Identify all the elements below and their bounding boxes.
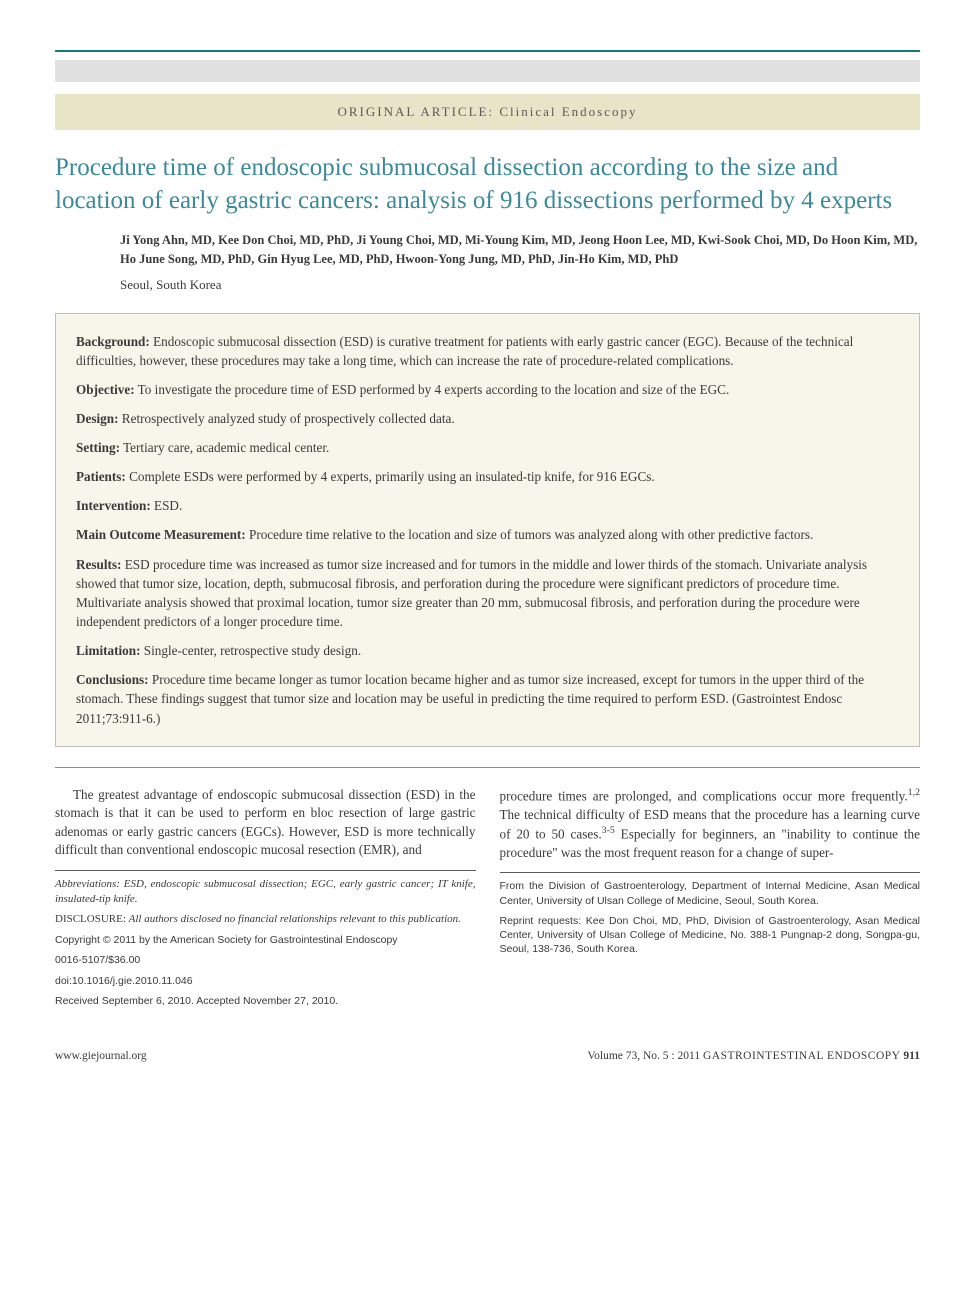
abstract-design-label: Design: xyxy=(76,411,119,426)
abstract-main-outcome-text: Procedure time relative to the location … xyxy=(246,527,814,542)
footer-journal: GASTROINTESTINAL ENDOSCOPY xyxy=(703,1050,901,1062)
footer-left: www.giejournal.org xyxy=(55,1050,147,1062)
abstract-box: Background: Endoscopic submucosal dissec… xyxy=(55,313,920,747)
abstract-results: Results: ESD procedure time was increase… xyxy=(76,555,899,632)
abstract-conclusions-text: Procedure time became longer as tumor lo… xyxy=(76,672,864,725)
abstract-setting-text: Tertiary care, academic medical center. xyxy=(120,440,329,455)
abstract-limitation-label: Limitation: xyxy=(76,643,140,658)
abstract-conclusions: Conclusions: Procedure time became longe… xyxy=(76,670,899,727)
footnote-reprint: Reprint requests: Kee Don Choi, MD, PhD,… xyxy=(500,914,921,957)
footnote-doi: doi:10.1016/j.gie.2010.11.046 xyxy=(55,974,476,988)
abstract-main-outcome: Main Outcome Measurement: Procedure time… xyxy=(76,525,899,544)
footnote-issn: 0016-5107/$36.00 xyxy=(55,953,476,967)
abstract-limitation: Limitation: Single-center, retrospective… xyxy=(76,641,899,660)
body-right-text-1: procedure times are prolonged, and compl… xyxy=(500,788,908,803)
body-left-paragraph: The greatest advantage of endoscopic sub… xyxy=(55,786,476,860)
footer-right: Volume 73, No. 5 : 2011 GASTROINTESTINAL… xyxy=(587,1050,920,1062)
article-authors: Ji Yong Ahn, MD, Kee Don Choi, MD, PhD, … xyxy=(120,231,920,269)
abstract-design: Design: Retrospectively analyzed study o… xyxy=(76,409,899,428)
citation-sup-1: 1,2 xyxy=(908,787,920,798)
abstract-patients-text: Complete ESDs were performed by 4 expert… xyxy=(126,469,655,484)
footnote-affiliation: From the Division of Gastroenterology, D… xyxy=(500,879,921,907)
footer-issue: Volume 73, No. 5 : 2011 xyxy=(587,1050,703,1062)
footnote-disclosure-text: All authors disclosed no financial relat… xyxy=(129,913,461,925)
abstract-design-text: Retrospectively analyzed study of prospe… xyxy=(119,411,455,426)
abstract-conclusions-label: Conclusions: xyxy=(76,672,149,687)
body-right-paragraph: procedure times are prolonged, and compl… xyxy=(500,786,921,863)
footnote-received: Received September 6, 2010. Accepted Nov… xyxy=(55,994,476,1008)
abstract-background-text: Endoscopic submucosal dissection (ESD) i… xyxy=(76,334,853,368)
abstract-objective: Objective: To investigate the procedure … xyxy=(76,380,899,399)
body-left-text: The greatest advantage of endoscopic sub… xyxy=(55,787,476,857)
footnote-abbreviations: Abbreviations: ESD, endoscopic submucosa… xyxy=(55,877,476,907)
footnote-copyright: Copyright © 2011 by the American Society… xyxy=(55,933,476,947)
abstract-background: Background: Endoscopic submucosal dissec… xyxy=(76,332,899,370)
body-divider xyxy=(55,767,920,768)
citation-sup-2: 3-5 xyxy=(602,825,615,836)
abstract-objective-text: To investigate the procedure time of ESD… xyxy=(135,382,730,397)
abstract-intervention: Intervention: ESD. xyxy=(76,496,899,515)
left-column: The greatest advantage of endoscopic sub… xyxy=(55,786,476,1014)
article-category-text: ORIGINAL ARTICLE: Clinical Endoscopy xyxy=(337,104,637,119)
abstract-intervention-label: Intervention: xyxy=(76,498,151,513)
abstract-patients-label: Patients: xyxy=(76,469,126,484)
abstract-setting-label: Setting: xyxy=(76,440,120,455)
footer-page-number: 911 xyxy=(901,1050,921,1062)
abstract-main-outcome-label: Main Outcome Measurement: xyxy=(76,527,246,542)
footnote-disclosure: DISCLOSURE: All authors disclosed no fin… xyxy=(55,912,476,927)
top-grey-bar xyxy=(55,60,920,82)
article-title: Procedure time of endoscopic submucosal … xyxy=(55,152,920,217)
abstract-patients: Patients: Complete ESDs were performed b… xyxy=(76,467,899,486)
footnote-rule-right xyxy=(500,872,921,873)
abstract-background-label: Background: xyxy=(76,334,150,349)
abstract-intervention-text: ESD. xyxy=(151,498,183,513)
right-column: procedure times are prolonged, and compl… xyxy=(500,786,921,1014)
abstract-results-text: ESD procedure time was increased as tumo… xyxy=(76,557,867,629)
abstract-objective-label: Objective: xyxy=(76,382,135,397)
abstract-results-label: Results: xyxy=(76,557,121,572)
page-footer: www.giejournal.org Volume 73, No. 5 : 20… xyxy=(55,1044,920,1062)
article-affiliation: Seoul, South Korea xyxy=(120,277,920,293)
abstract-setting: Setting: Tertiary care, academic medical… xyxy=(76,438,899,457)
abstract-limitation-text: Single-center, retrospective study desig… xyxy=(140,643,361,658)
body-columns: The greatest advantage of endoscopic sub… xyxy=(55,786,920,1014)
article-category-bar: ORIGINAL ARTICLE: Clinical Endoscopy xyxy=(55,94,920,130)
footnote-rule-left xyxy=(55,870,476,871)
top-accent-rule xyxy=(55,50,920,52)
footnote-disclosure-label: DISCLOSURE: xyxy=(55,913,129,925)
